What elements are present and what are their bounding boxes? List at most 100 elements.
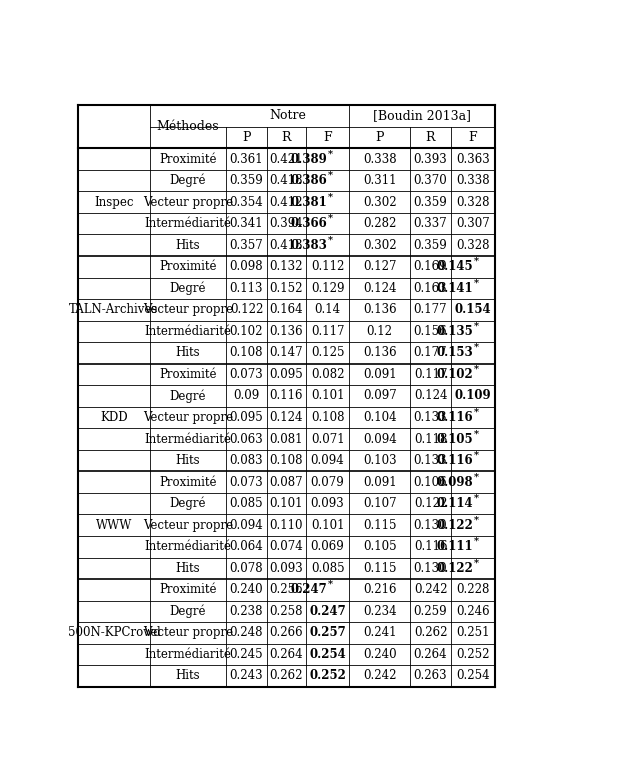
Text: 0.228: 0.228 [456, 584, 489, 596]
Text: 0.103: 0.103 [363, 454, 396, 467]
Text: 0.141: 0.141 [436, 282, 473, 294]
Text: *: * [473, 408, 478, 416]
Text: 0.302: 0.302 [363, 239, 396, 252]
Text: 0.108: 0.108 [311, 411, 344, 424]
Text: 0.136: 0.136 [269, 325, 303, 338]
Text: Degré: Degré [169, 174, 206, 187]
Text: 0.104: 0.104 [363, 411, 396, 424]
Text: 0.108: 0.108 [230, 347, 263, 360]
Text: 0.383: 0.383 [291, 239, 328, 252]
Text: 0.122: 0.122 [414, 497, 447, 510]
Text: 0.124: 0.124 [363, 282, 396, 294]
Text: 0.359: 0.359 [229, 174, 263, 187]
Text: 0.241: 0.241 [363, 626, 396, 639]
Text: R: R [282, 131, 291, 144]
Text: 0.094: 0.094 [229, 519, 263, 531]
Text: 0.106: 0.106 [414, 476, 447, 489]
Text: 0.115: 0.115 [363, 562, 396, 575]
Text: 0.169: 0.169 [414, 260, 447, 274]
Text: 0.337: 0.337 [414, 217, 447, 230]
Text: 0.238: 0.238 [230, 605, 263, 618]
Text: *: * [473, 472, 478, 481]
Text: 0.083: 0.083 [229, 454, 263, 467]
Text: Vecteur propre: Vecteur propre [142, 411, 233, 424]
Text: 0.116: 0.116 [414, 540, 447, 553]
Text: 0.115: 0.115 [363, 519, 396, 531]
Text: 0.098: 0.098 [229, 260, 263, 274]
Text: *: * [328, 192, 333, 201]
Text: 0.234: 0.234 [363, 605, 396, 618]
Text: 0.071: 0.071 [311, 433, 344, 445]
Text: Proximité: Proximité [159, 584, 217, 596]
Text: 0.111: 0.111 [436, 540, 473, 553]
Text: 0.394: 0.394 [269, 217, 303, 230]
Text: 0.246: 0.246 [456, 605, 490, 618]
Text: 0.156: 0.156 [414, 325, 447, 338]
Text: 0.145: 0.145 [436, 260, 473, 274]
Text: 0.370: 0.370 [414, 174, 447, 187]
Text: 0.247: 0.247 [291, 584, 328, 596]
Text: 0.105: 0.105 [436, 433, 473, 445]
Text: 0.262: 0.262 [269, 670, 303, 682]
Text: 0.302: 0.302 [363, 196, 396, 209]
Text: *: * [473, 451, 478, 460]
Text: 0.095: 0.095 [229, 411, 263, 424]
Text: 0.328: 0.328 [456, 239, 489, 252]
Text: 0.242: 0.242 [414, 584, 447, 596]
Text: R: R [426, 131, 435, 144]
Text: 0.091: 0.091 [363, 476, 396, 489]
Text: Hits: Hits [176, 239, 200, 252]
Text: 0.164: 0.164 [269, 303, 303, 316]
Text: 0.254: 0.254 [309, 648, 346, 661]
Text: 0.098: 0.098 [436, 476, 473, 489]
Text: Proximité: Proximité [159, 476, 217, 489]
Text: Degré: Degré [169, 605, 206, 618]
Text: 0.12: 0.12 [367, 325, 392, 338]
Text: 0.122: 0.122 [436, 519, 473, 531]
Text: Intermédiarité: Intermédiarité [144, 217, 231, 230]
Text: 0.116: 0.116 [269, 389, 303, 402]
Text: 0.091: 0.091 [363, 368, 396, 381]
Text: *: * [328, 171, 333, 179]
Text: 0.177: 0.177 [414, 347, 447, 360]
Text: 0.093: 0.093 [311, 497, 344, 510]
Text: 0.095: 0.095 [269, 368, 303, 381]
Text: 0.248: 0.248 [230, 626, 263, 639]
Text: 0.133: 0.133 [414, 454, 447, 467]
Text: *: * [473, 493, 478, 503]
Text: 0.127: 0.127 [363, 260, 396, 274]
Text: TALN-Archives: TALN-Archives [69, 303, 159, 316]
Text: Hits: Hits [176, 670, 200, 682]
Text: *: * [473, 364, 478, 374]
Text: 0.136: 0.136 [363, 347, 396, 360]
Text: 0.389: 0.389 [291, 152, 328, 166]
Text: 0.073: 0.073 [229, 368, 263, 381]
Text: Inspec: Inspec [94, 196, 134, 209]
Text: Hits: Hits [176, 347, 200, 360]
Text: 0.078: 0.078 [229, 562, 263, 575]
Text: Intermédiarité: Intermédiarité [144, 648, 231, 661]
Text: 0.094: 0.094 [362, 433, 396, 445]
Text: 0.263: 0.263 [414, 670, 447, 682]
Text: 0.366: 0.366 [291, 217, 328, 230]
Text: 0.254: 0.254 [456, 670, 490, 682]
Text: 0.116: 0.116 [436, 454, 473, 467]
Text: 0.135: 0.135 [436, 325, 473, 338]
Text: 0.105: 0.105 [363, 540, 396, 553]
Text: 0.117: 0.117 [311, 325, 344, 338]
Text: 0.130: 0.130 [414, 562, 447, 575]
Text: 0.125: 0.125 [311, 347, 344, 360]
Text: 0.117: 0.117 [414, 368, 447, 381]
Text: 0.079: 0.079 [311, 476, 344, 489]
Text: 0.262: 0.262 [414, 626, 447, 639]
Text: 0.282: 0.282 [363, 217, 396, 230]
Text: 0.107: 0.107 [363, 497, 396, 510]
Text: 0.147: 0.147 [269, 347, 303, 360]
Text: *: * [328, 214, 333, 223]
Text: 0.259: 0.259 [414, 605, 447, 618]
Text: 0.256: 0.256 [269, 584, 303, 596]
Text: 0.132: 0.132 [269, 260, 303, 274]
Text: 0.245: 0.245 [229, 648, 263, 661]
Text: 0.113: 0.113 [230, 282, 263, 294]
Text: 0.101: 0.101 [311, 519, 344, 531]
